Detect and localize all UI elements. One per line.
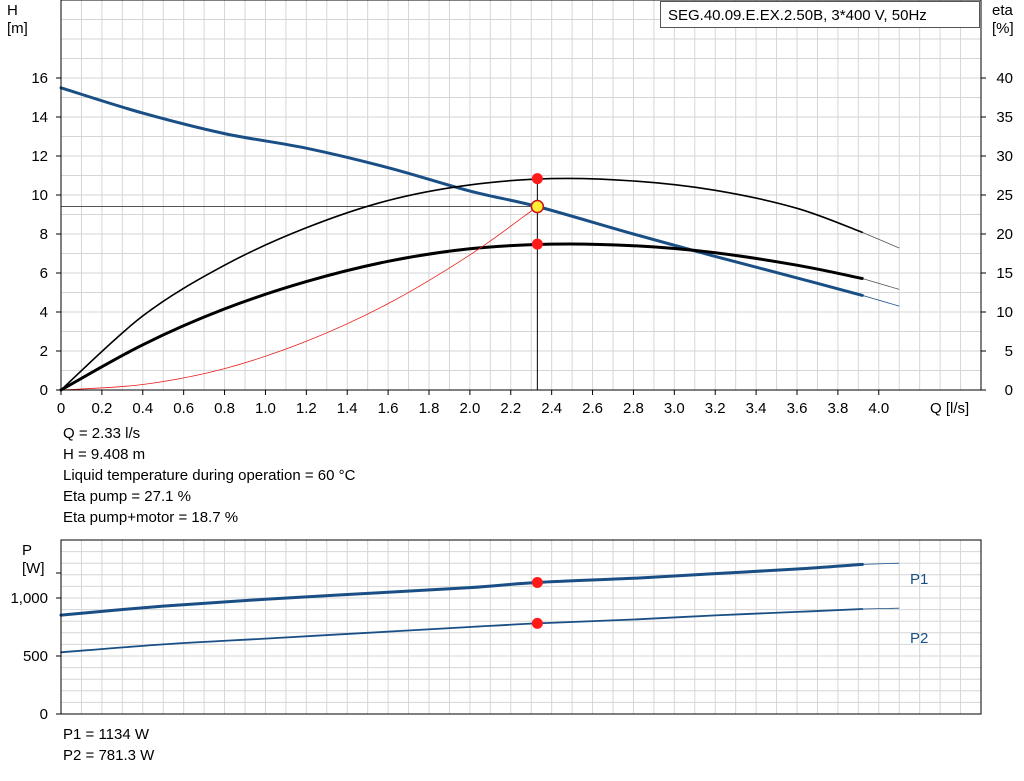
top-chart-curves xyxy=(59,86,900,392)
eta_pump-curve-extension xyxy=(862,232,900,249)
duty_point-marker xyxy=(530,199,545,214)
x-tick-label: 1.2 xyxy=(296,400,317,417)
p-axis-title: P [W] xyxy=(22,542,45,577)
x-tick-label: 2.0 xyxy=(459,400,480,417)
eta_pump_pt-marker xyxy=(531,173,543,185)
q-axis-title: Q [l/s] xyxy=(930,400,969,417)
h-tick-label: 4 xyxy=(40,304,48,321)
x-tick-label: 0 xyxy=(57,400,65,417)
h-tick-label: 10 xyxy=(31,187,48,204)
h-tick-label: 2 xyxy=(40,343,48,360)
h-tick-label: 14 xyxy=(31,109,48,126)
p1-series-label: P1 xyxy=(910,571,928,588)
h-tick-label: 6 xyxy=(40,265,48,282)
h-tick-label: 16 xyxy=(31,70,48,87)
eta-tick-label: 35 xyxy=(996,109,1013,126)
eta-axis-title: eta [%] xyxy=(992,2,1014,37)
bottom-chart-grid xyxy=(61,540,981,714)
p2-curve-extension xyxy=(862,607,900,610)
eta-tick-label: 15 xyxy=(996,265,1013,282)
head-curve-extension xyxy=(862,295,900,307)
x-tick-label: 2.2 xyxy=(500,400,521,417)
p-tick-label: 0 xyxy=(40,706,48,723)
p2_pt-marker xyxy=(531,617,543,629)
eta-tick-label: 10 xyxy=(996,304,1013,321)
x-tick-label: 2.4 xyxy=(541,400,562,417)
p-tick-label: 500 xyxy=(23,648,48,665)
readout-q: Q = 2.33 l/s xyxy=(63,425,141,442)
eta_pump-curve xyxy=(60,177,864,391)
h-tick-label: 12 xyxy=(31,148,48,165)
eta_total-curve-extension xyxy=(862,278,900,290)
eta-tick-label: 0 xyxy=(1005,382,1013,399)
eta-tick-label: 25 xyxy=(996,187,1013,204)
x-tick-label: 3.6 xyxy=(787,400,808,417)
x-tick-label: 2.6 xyxy=(582,400,603,417)
x-tick-label: 1.6 xyxy=(378,400,399,417)
eta_total_pt-marker xyxy=(531,238,543,250)
chart-title: SEG.40.09.E.EX.2.50B, 3*400 V, 50Hz xyxy=(660,1,980,28)
x-tick-label: 1.4 xyxy=(337,400,358,417)
x-tick-label: 0.8 xyxy=(214,400,235,417)
top-chart-grid xyxy=(61,0,981,390)
x-tick-label: 2.8 xyxy=(623,400,644,417)
x-tick-label: 3.0 xyxy=(664,400,685,417)
p1-curve xyxy=(59,562,864,617)
readout-h: H = 9.408 m xyxy=(63,446,146,463)
system-curve xyxy=(60,206,538,391)
bottom-readouts: P1 = 1134 W P2 = 781.3 W xyxy=(63,724,154,766)
top-chart-frame xyxy=(60,0,982,391)
eta-tick-label: 30 xyxy=(996,148,1013,165)
x-tick-label: 0.6 xyxy=(173,400,194,417)
readout-p1: P1 = 1134 W xyxy=(63,726,150,743)
readout-eta-pump: Eta pump = 27.1 % xyxy=(63,488,191,505)
h-axis-title: H [m] xyxy=(7,2,28,37)
eta-tick-label: 5 xyxy=(1005,343,1013,360)
p1_pt-marker xyxy=(531,576,543,588)
x-tick-label: 1.8 xyxy=(419,400,440,417)
p2-series-label: P2 xyxy=(910,630,928,647)
bottom-chart-curves xyxy=(59,562,900,654)
top-readouts: Q = 2.33 l/s H = 9.408 m Liquid temperat… xyxy=(63,423,355,528)
x-tick-label: 1.0 xyxy=(255,400,276,417)
eta_total-curve xyxy=(59,242,864,392)
p2-curve xyxy=(60,608,864,654)
readout-temp: Liquid temperature during operation = 60… xyxy=(63,467,356,484)
top-chart-ticks: 0 0.2 0.4 0.6 0.8 1.0 1.2 1.4 1.6 1.8 2.0 2.2 2.4 2.6… xyxy=(31,70,1013,417)
eta-tick-label: 20 xyxy=(996,226,1013,243)
x-tick-label: 3.4 xyxy=(746,400,767,417)
x-tick-label: 0.4 xyxy=(132,400,153,417)
readout-p2: P2 = 781.3 W xyxy=(63,747,155,764)
h-tick-label: 0 xyxy=(40,382,48,399)
x-tick-label: 4.0 xyxy=(868,400,889,417)
bottom-chart-ticks: 0 500 1,000 xyxy=(10,572,61,723)
eta-tick-label: 40 xyxy=(996,70,1013,87)
x-tick-label: 3.2 xyxy=(705,400,726,417)
readout-eta-total: Eta pump+motor = 18.7 % xyxy=(63,509,239,526)
bottom-chart-frame xyxy=(60,539,982,715)
p-tick-label: 1,000 xyxy=(10,590,48,607)
h-tick-label: 8 xyxy=(40,226,48,243)
x-tick-label: 0.2 xyxy=(91,400,112,417)
p1-curve-extension xyxy=(862,562,900,565)
head-curve xyxy=(59,86,864,297)
x-tick-label: 3.8 xyxy=(827,400,848,417)
